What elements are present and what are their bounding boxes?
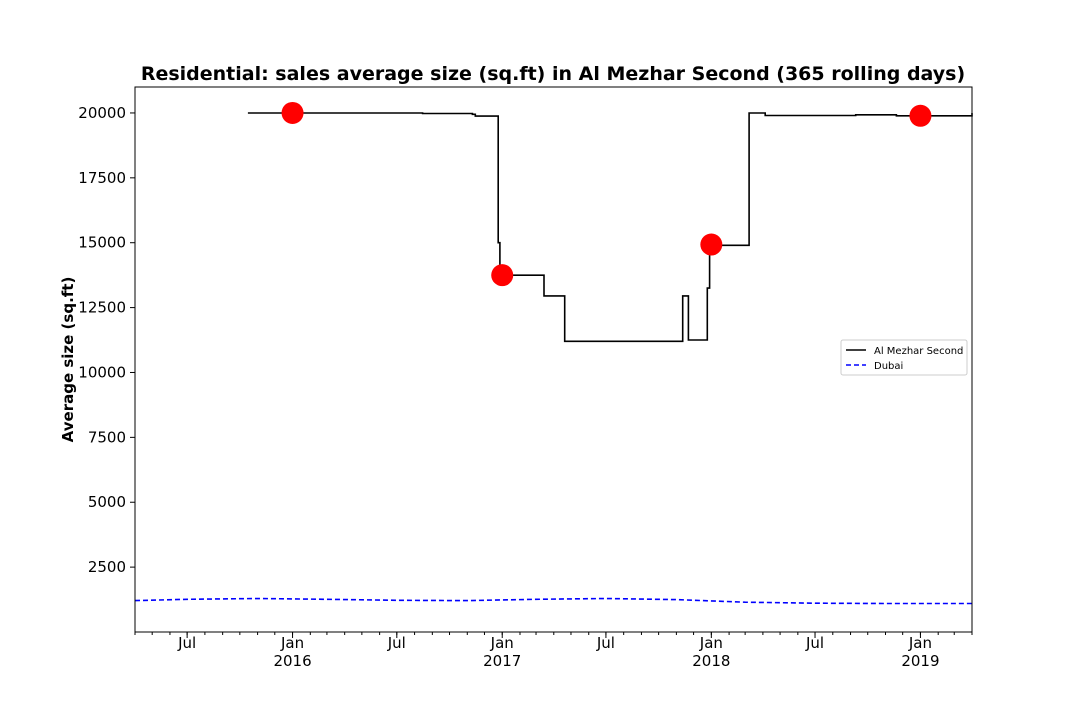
x-tick-year-label: 2018 bbox=[692, 652, 730, 670]
x-tick-year-label: 2017 bbox=[483, 652, 521, 670]
legend-box bbox=[840, 339, 968, 376]
x-tick-label: Jul bbox=[177, 634, 196, 652]
highlight-marker bbox=[700, 233, 723, 256]
legend-label: Dubai bbox=[874, 361, 903, 372]
y-tick-label: 15000 bbox=[78, 234, 126, 252]
y-tick-label: 7500 bbox=[88, 428, 126, 446]
y-tick-label: 20000 bbox=[78, 104, 126, 122]
y-tick-label: 2500 bbox=[88, 558, 126, 576]
highlight-marker bbox=[909, 104, 932, 127]
y-tick-label: 17500 bbox=[78, 169, 126, 187]
series-line-dubai bbox=[134, 597, 972, 605]
plot-area bbox=[134, 101, 973, 605]
series-line-al-mezhar-second bbox=[247, 112, 973, 343]
x-tick-year-label: 2016 bbox=[273, 652, 311, 670]
x-tick-label: Jan bbox=[490, 634, 514, 652]
legend-label: Al Mezhar Second bbox=[874, 346, 963, 357]
x-tick-label: Jul bbox=[387, 634, 406, 652]
axes: 2500 5000 7500 10000 12500 15000 17500 20000 Jul… bbox=[78, 104, 973, 670]
legend: Al Mezhar Second Dubai bbox=[840, 339, 968, 376]
x-tick-year-label: 2019 bbox=[901, 652, 939, 670]
y-axis-label: Average size (sq.ft) bbox=[59, 277, 77, 443]
chart-title: Residential: sales average size (sq.ft) … bbox=[141, 63, 965, 85]
x-tick-label: Jan bbox=[908, 634, 932, 652]
x-tick-label: Jan bbox=[280, 634, 304, 652]
x-tick-label: Jan bbox=[699, 634, 723, 652]
y-tick-label: 5000 bbox=[88, 493, 126, 511]
y-tick-label: 10000 bbox=[78, 363, 126, 381]
highlight-marker bbox=[281, 101, 304, 124]
y-tick-label: 12500 bbox=[78, 299, 126, 317]
x-tick-label: Jul bbox=[805, 634, 824, 652]
x-tick-label: Jul bbox=[596, 634, 615, 652]
highlight-marker bbox=[491, 264, 514, 287]
